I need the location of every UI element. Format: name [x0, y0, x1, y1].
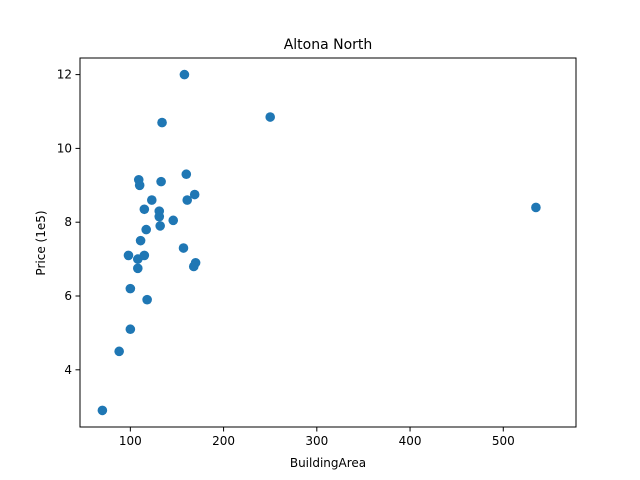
data-point-24	[182, 195, 193, 205]
data-point-26	[190, 257, 201, 268]
data-point-0	[97, 405, 108, 416]
y-axis-ticks: 4 6 8 10 12	[57, 68, 80, 377]
data-point-16	[154, 211, 165, 222]
x-tick-label: 200	[212, 434, 235, 448]
data-point-19	[157, 117, 167, 128]
x-tick-label: 500	[492, 434, 515, 448]
data-point-5	[133, 263, 143, 274]
chart-title: Altona North	[284, 37, 373, 53]
y-tick-label: 6	[64, 289, 72, 303]
data-point-13	[134, 180, 145, 191]
data-points	[97, 69, 541, 416]
data-point-17	[155, 221, 165, 231]
y-tick-label: 8	[64, 215, 72, 229]
data-point-1	[114, 346, 124, 357]
data-point-10	[141, 224, 151, 235]
data-point-28	[265, 112, 276, 122]
data-point-21	[178, 243, 189, 253]
x-tick-label: 300	[305, 434, 328, 448]
data-point-18	[156, 176, 166, 187]
y-axis-label: Price (1e5)	[34, 210, 48, 275]
plot-area-frame	[79, 57, 577, 428]
data-point-9	[142, 294, 152, 305]
x-axis-label: BuildingArea	[290, 456, 366, 470]
x-tick-label: 400	[399, 434, 422, 448]
data-point-8	[139, 250, 150, 261]
x-tick-label: 100	[119, 434, 142, 448]
data-point-27	[189, 189, 200, 200]
data-point-14	[146, 195, 157, 205]
data-point-2	[125, 324, 136, 335]
data-point-29	[531, 202, 541, 213]
y-tick-label: 12	[57, 68, 72, 82]
x-axis-ticks: 100 200 300 400 500	[119, 427, 515, 448]
data-point-20	[168, 215, 179, 226]
y-tick-label: 4	[64, 363, 72, 377]
data-point-23	[181, 169, 192, 180]
data-point-11	[139, 204, 150, 215]
data-point-22	[179, 69, 190, 80]
data-point-3	[125, 283, 136, 294]
data-point-4	[123, 250, 134, 261]
y-tick-label: 10	[57, 141, 72, 155]
data-point-7	[135, 235, 146, 246]
